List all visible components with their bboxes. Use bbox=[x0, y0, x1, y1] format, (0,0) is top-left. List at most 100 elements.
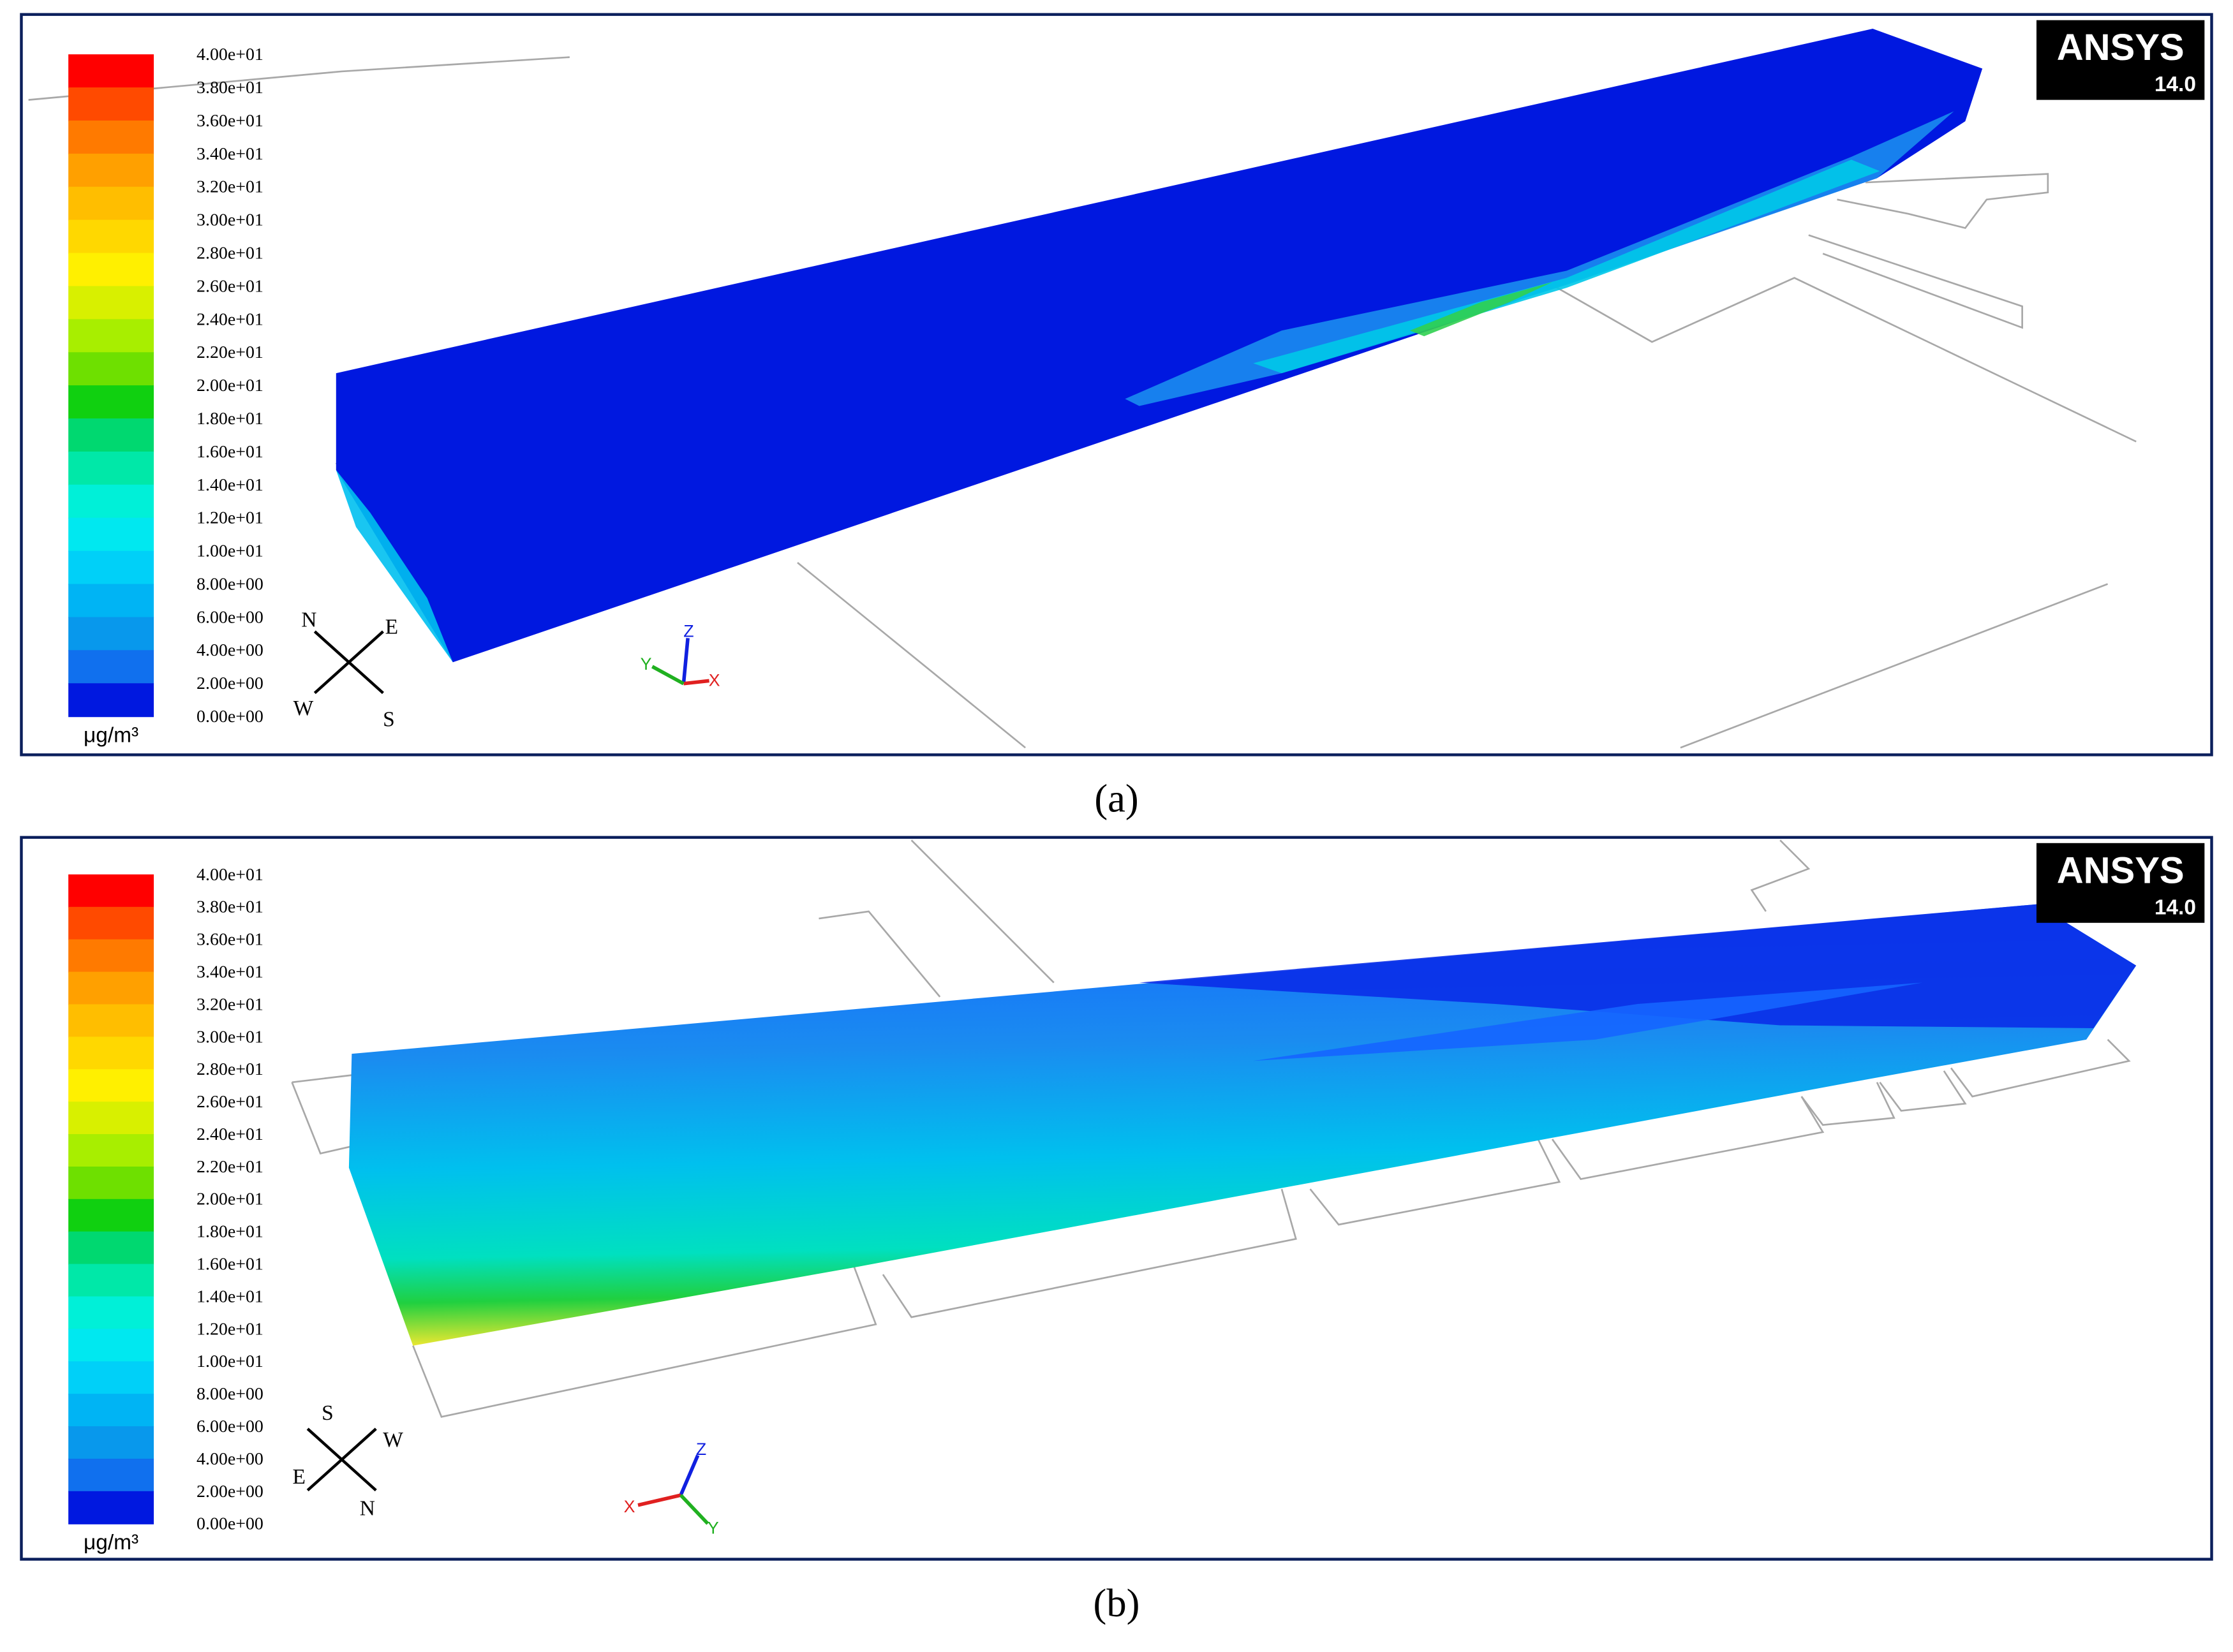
axis-triad-label: Z bbox=[696, 1440, 706, 1459]
axis-triad-arrow bbox=[681, 638, 690, 684]
building-outline bbox=[1879, 1070, 1967, 1112]
colorbar-band bbox=[68, 683, 154, 718]
colorbar-label: 1.80e+01 bbox=[197, 1222, 263, 1242]
building-outline bbox=[797, 562, 1026, 749]
colorbar-band bbox=[68, 1036, 154, 1070]
compass-arrow bbox=[313, 630, 384, 695]
colorbar-label: 3.80e+01 bbox=[197, 897, 263, 917]
colorbar-band bbox=[68, 1134, 154, 1168]
compass-label: N bbox=[301, 608, 316, 632]
compass-arrow bbox=[306, 1427, 377, 1492]
colorbar-band bbox=[68, 584, 154, 618]
building-outline bbox=[882, 1188, 1297, 1318]
colorbar-band bbox=[68, 120, 154, 154]
building-outline bbox=[1309, 1139, 1561, 1226]
logo-box bbox=[2036, 20, 2205, 100]
colorbar-label: 2.40e+01 bbox=[197, 1125, 263, 1144]
colorbar-label: 3.40e+01 bbox=[197, 144, 263, 164]
logo-version: 14.0 bbox=[2155, 73, 2196, 96]
colorbar-label: 2.80e+01 bbox=[197, 1059, 263, 1079]
colorbar-label: 3.40e+01 bbox=[197, 962, 263, 982]
colorbar-label: 2.20e+01 bbox=[197, 343, 263, 362]
colorbar-label: 2.00e+00 bbox=[197, 1482, 263, 1501]
colorbar-label: 3.60e+01 bbox=[197, 930, 263, 950]
axis-triad-arrow bbox=[679, 1454, 700, 1496]
colorbar-band bbox=[68, 219, 154, 254]
colorbar-label: 2.80e+01 bbox=[197, 243, 263, 263]
colorbar-band bbox=[68, 1231, 154, 1265]
colorbar-band bbox=[68, 352, 154, 387]
colorbar-label: 3.20e+01 bbox=[197, 177, 263, 197]
compass-label: N bbox=[360, 1496, 375, 1520]
concentration-volume bbox=[336, 29, 1983, 663]
colorbar-label: 3.20e+01 bbox=[197, 994, 263, 1014]
colorbar-label: 4.00e+00 bbox=[197, 640, 263, 660]
colorbar-band bbox=[68, 484, 154, 519]
colorbar-label: 2.00e+00 bbox=[197, 674, 263, 693]
colorbar-band bbox=[68, 1394, 154, 1427]
colorbar-band bbox=[68, 253, 154, 287]
concentration-region bbox=[1409, 282, 1553, 337]
building-outline bbox=[910, 839, 1055, 984]
colorbar-label: 8.00e+00 bbox=[197, 1384, 263, 1404]
panel-caption: (a) bbox=[1094, 776, 1138, 821]
concentration-region bbox=[1125, 111, 1954, 406]
colorbar-band bbox=[68, 319, 154, 353]
colorbar-band bbox=[68, 54, 154, 89]
colorbar-unit: μg/m³ bbox=[84, 723, 138, 747]
panel-caption: (b) bbox=[1094, 1581, 1140, 1625]
building-outline bbox=[291, 1082, 352, 1154]
colorbar-label: 1.20e+01 bbox=[197, 1319, 263, 1339]
colorbar-band bbox=[68, 418, 154, 453]
colorbar-label: 6.00e+00 bbox=[197, 607, 263, 627]
axis-triad-arrow bbox=[651, 665, 685, 686]
colorbar-label: 4.00e+00 bbox=[197, 1449, 263, 1469]
colorbar-band bbox=[68, 451, 154, 485]
colorbar-band bbox=[68, 1491, 154, 1524]
compass-label: W bbox=[383, 1428, 403, 1452]
compass-label: E bbox=[385, 616, 398, 639]
colorbar-band bbox=[68, 1296, 154, 1330]
logo-version: 14.0 bbox=[2155, 896, 2196, 919]
colorbar-band bbox=[68, 617, 154, 651]
colorbar-label: 3.00e+01 bbox=[197, 1027, 263, 1047]
building-outline bbox=[1552, 277, 2137, 443]
colorbar-label: 1.40e+01 bbox=[197, 475, 263, 495]
colorbar-label: 1.00e+01 bbox=[197, 1352, 263, 1371]
colorbar-band bbox=[68, 517, 154, 552]
axis-triad-label: Y bbox=[641, 654, 652, 674]
compass-label: E bbox=[293, 1465, 306, 1489]
building-outline bbox=[1837, 173, 2049, 230]
colorbar-label: 6.00e+00 bbox=[197, 1417, 263, 1436]
building-outline bbox=[1950, 1038, 2131, 1098]
axis-triad-arrow bbox=[679, 1494, 709, 1525]
colorbar-band bbox=[68, 1329, 154, 1362]
colorbar-label: 1.40e+01 bbox=[197, 1287, 263, 1306]
colorbar-unit: μg/m³ bbox=[84, 1531, 138, 1554]
colorbar-label: 3.00e+01 bbox=[197, 210, 263, 230]
colorbar-band bbox=[68, 286, 154, 320]
building-outline bbox=[1800, 1082, 1895, 1126]
colorbar-band bbox=[68, 385, 154, 420]
colorbar-band bbox=[68, 186, 154, 221]
building-outline bbox=[292, 1074, 352, 1084]
colorbar-band bbox=[68, 939, 154, 973]
concentration-region bbox=[1253, 159, 1880, 374]
logo-box bbox=[2036, 843, 2205, 923]
colorbar-label: 2.40e+01 bbox=[197, 309, 263, 329]
logo-brand: ANSYS bbox=[2057, 850, 2185, 891]
building-outline bbox=[1680, 583, 2109, 749]
colorbar-label: 2.60e+01 bbox=[197, 1092, 263, 1112]
colorbar-band bbox=[68, 550, 154, 585]
colorbar-band bbox=[68, 1458, 154, 1492]
axis-triad-arrow bbox=[637, 1493, 681, 1507]
axis-triad-label: X bbox=[624, 1497, 635, 1516]
colorbar-label: 1.20e+01 bbox=[197, 508, 263, 528]
colorbar-label: 1.60e+01 bbox=[197, 442, 263, 462]
colorbar-band bbox=[68, 1264, 154, 1297]
colorbar-label: 3.80e+01 bbox=[197, 78, 263, 98]
colorbar-label: 4.00e+01 bbox=[197, 45, 263, 64]
building-outline bbox=[1551, 1096, 1825, 1181]
colorbar-band bbox=[68, 906, 154, 940]
